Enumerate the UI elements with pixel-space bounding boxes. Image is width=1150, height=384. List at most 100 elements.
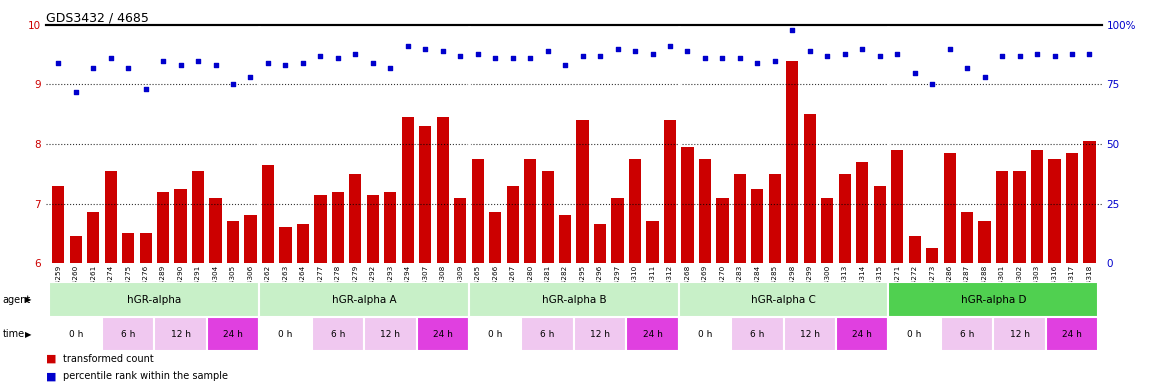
Bar: [699, 159, 711, 263]
Point: [434, 48, 452, 54]
Text: 24 h: 24 h: [432, 329, 453, 339]
Bar: [1030, 150, 1043, 263]
Text: hGR-alpha A: hGR-alpha A: [332, 295, 397, 305]
Text: 24 h: 24 h: [852, 329, 872, 339]
Bar: [542, 171, 554, 263]
Bar: [469, 317, 521, 351]
Bar: [49, 317, 102, 351]
Point: [923, 81, 942, 88]
Bar: [1013, 171, 1026, 263]
Text: hGR-alpha B: hGR-alpha B: [542, 295, 606, 305]
Text: 0 h: 0 h: [907, 329, 922, 339]
Bar: [314, 195, 327, 263]
Bar: [70, 236, 82, 263]
Point: [713, 55, 731, 61]
Bar: [49, 282, 259, 317]
Bar: [804, 114, 816, 263]
Point: [871, 53, 889, 59]
Point: [67, 89, 85, 95]
Bar: [994, 317, 1045, 351]
Bar: [154, 317, 207, 351]
Bar: [926, 248, 938, 263]
Bar: [627, 317, 678, 351]
Point: [101, 55, 120, 61]
Bar: [365, 317, 416, 351]
Text: 24 h: 24 h: [1063, 329, 1082, 339]
Bar: [996, 171, 1009, 263]
Text: 0 h: 0 h: [278, 329, 292, 339]
Point: [783, 26, 802, 33]
Point: [678, 48, 697, 54]
Bar: [783, 317, 836, 351]
Bar: [891, 150, 903, 263]
Text: hGR-alpha C: hGR-alpha C: [751, 295, 816, 305]
Point: [905, 70, 923, 76]
Point: [800, 48, 819, 54]
Bar: [259, 317, 312, 351]
Text: 6 h: 6 h: [750, 329, 765, 339]
Point: [1028, 50, 1046, 56]
Bar: [943, 153, 956, 263]
Point: [853, 46, 872, 52]
Bar: [489, 212, 501, 263]
Text: 24 h: 24 h: [643, 329, 662, 339]
Bar: [521, 317, 574, 351]
Bar: [874, 186, 886, 263]
Point: [643, 50, 661, 56]
Text: GDS3432 / 4685: GDS3432 / 4685: [46, 12, 148, 25]
Point: [818, 53, 836, 59]
Text: 6 h: 6 h: [331, 329, 345, 339]
Bar: [524, 159, 536, 263]
Point: [521, 55, 539, 61]
Point: [696, 55, 714, 61]
Point: [591, 53, 610, 59]
Bar: [102, 317, 154, 351]
Point: [958, 65, 976, 71]
Bar: [576, 120, 589, 263]
Text: time: time: [2, 329, 24, 339]
Point: [749, 60, 767, 66]
Bar: [593, 224, 606, 263]
Text: hGR-alpha D: hGR-alpha D: [960, 295, 1026, 305]
Bar: [331, 192, 344, 263]
Bar: [469, 282, 678, 317]
Point: [242, 74, 260, 80]
Bar: [559, 215, 572, 263]
Text: 12 h: 12 h: [381, 329, 400, 339]
Bar: [87, 212, 99, 263]
Bar: [979, 221, 990, 263]
Text: 6 h: 6 h: [121, 329, 136, 339]
Bar: [889, 317, 941, 351]
Bar: [122, 233, 135, 263]
Text: ■: ■: [46, 354, 56, 364]
Bar: [678, 282, 889, 317]
Bar: [646, 221, 659, 263]
Point: [259, 60, 277, 66]
Point: [451, 53, 469, 59]
Point: [276, 62, 294, 68]
Bar: [297, 224, 309, 263]
Bar: [227, 221, 239, 263]
Bar: [158, 192, 169, 263]
Bar: [367, 195, 380, 263]
Text: ■: ■: [46, 371, 56, 381]
Point: [730, 55, 749, 61]
Point: [137, 86, 155, 92]
Bar: [259, 282, 469, 317]
Bar: [139, 233, 152, 263]
Point: [486, 55, 505, 61]
Text: 12 h: 12 h: [799, 329, 820, 339]
Point: [574, 53, 592, 59]
Point: [118, 65, 137, 71]
Point: [975, 74, 994, 80]
Text: 0 h: 0 h: [69, 329, 83, 339]
Bar: [52, 186, 64, 263]
Bar: [768, 174, 781, 263]
Point: [1063, 50, 1081, 56]
Point: [154, 58, 172, 64]
Text: 12 h: 12 h: [170, 329, 191, 339]
Point: [224, 81, 243, 88]
Point: [363, 60, 382, 66]
Bar: [731, 317, 783, 351]
Text: agent: agent: [2, 295, 31, 305]
